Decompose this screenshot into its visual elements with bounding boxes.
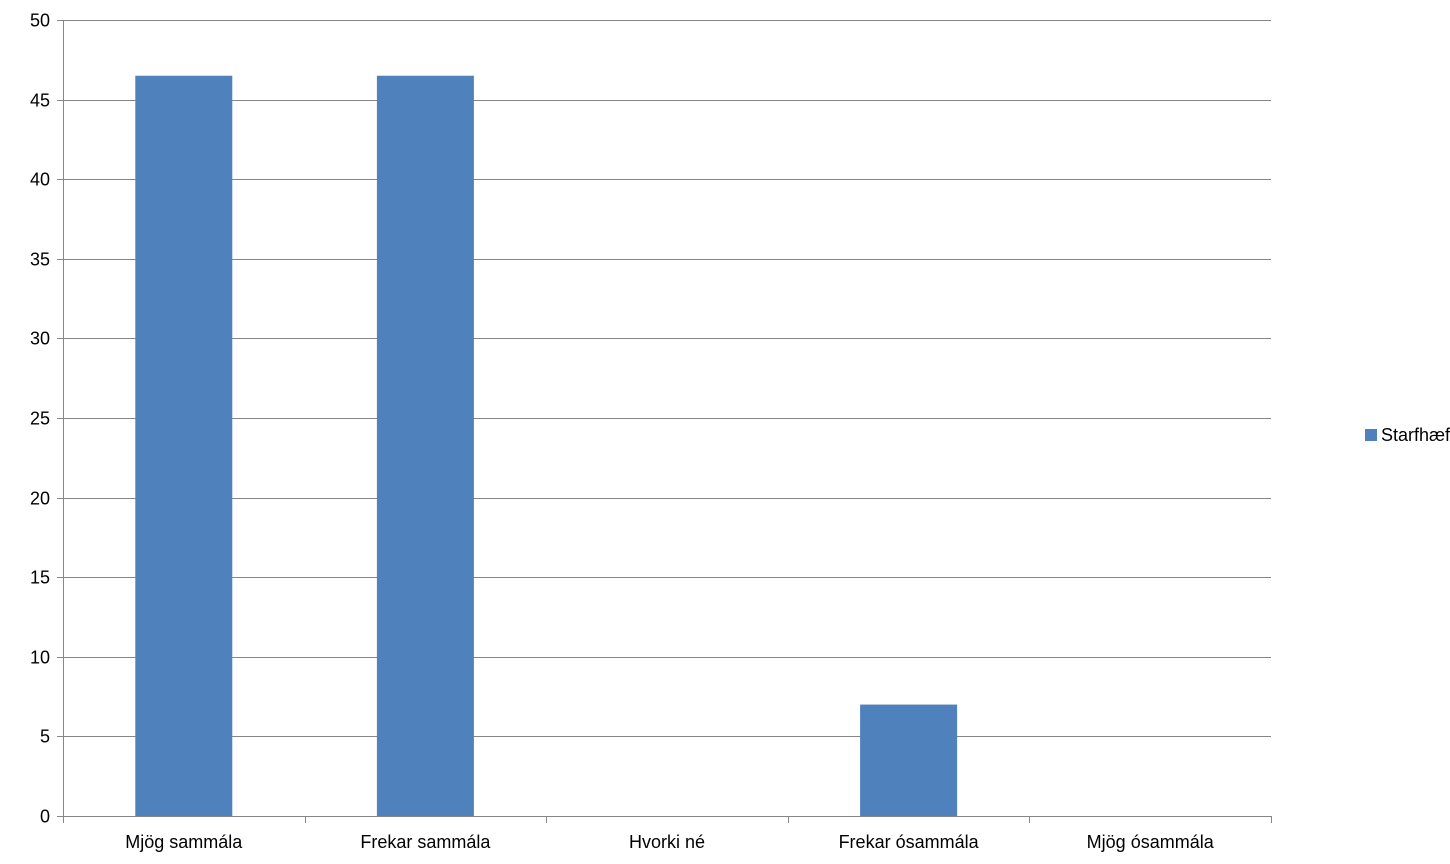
gridlines (63, 20, 1271, 737)
y-tick-label: 5 (40, 727, 50, 747)
y-tick-label: 50 (30, 11, 50, 31)
y-tick-label: 15 (30, 568, 50, 588)
y-tick-labels: 0 5 10 15 20 25 30 35 40 45 50 (30, 11, 50, 827)
axes (57, 20, 1272, 823)
y-tick-label: 30 (30, 329, 50, 349)
x-tick-label: Frekar sammála (360, 832, 491, 852)
x-tick-label: Mjög ósammála (1087, 832, 1215, 852)
bar (135, 75, 233, 817)
bar (860, 704, 958, 816)
y-tick-label: 0 (40, 807, 50, 827)
x-tick-labels: Mjög sammála Frekar sammála Hvorki né Freka… (125, 832, 1214, 852)
y-tick-label: 40 (30, 170, 50, 190)
y-tick-label: 10 (30, 648, 50, 668)
x-tick-label: Mjög sammála (125, 832, 243, 852)
y-tick-label: 45 (30, 91, 50, 111)
bar (376, 75, 474, 817)
y-tick-label: 20 (30, 489, 50, 509)
legend: Starfhæfni (1365, 425, 1450, 445)
x-tick-label: Hvorki né (629, 832, 705, 852)
bars (135, 75, 958, 817)
legend-label: Starfhæfni (1381, 425, 1450, 445)
x-tick-label: Frekar ósammála (839, 832, 980, 852)
y-tick-label: 25 (30, 409, 50, 429)
y-tick-label: 35 (30, 250, 50, 270)
legend-swatch (1365, 429, 1377, 441)
